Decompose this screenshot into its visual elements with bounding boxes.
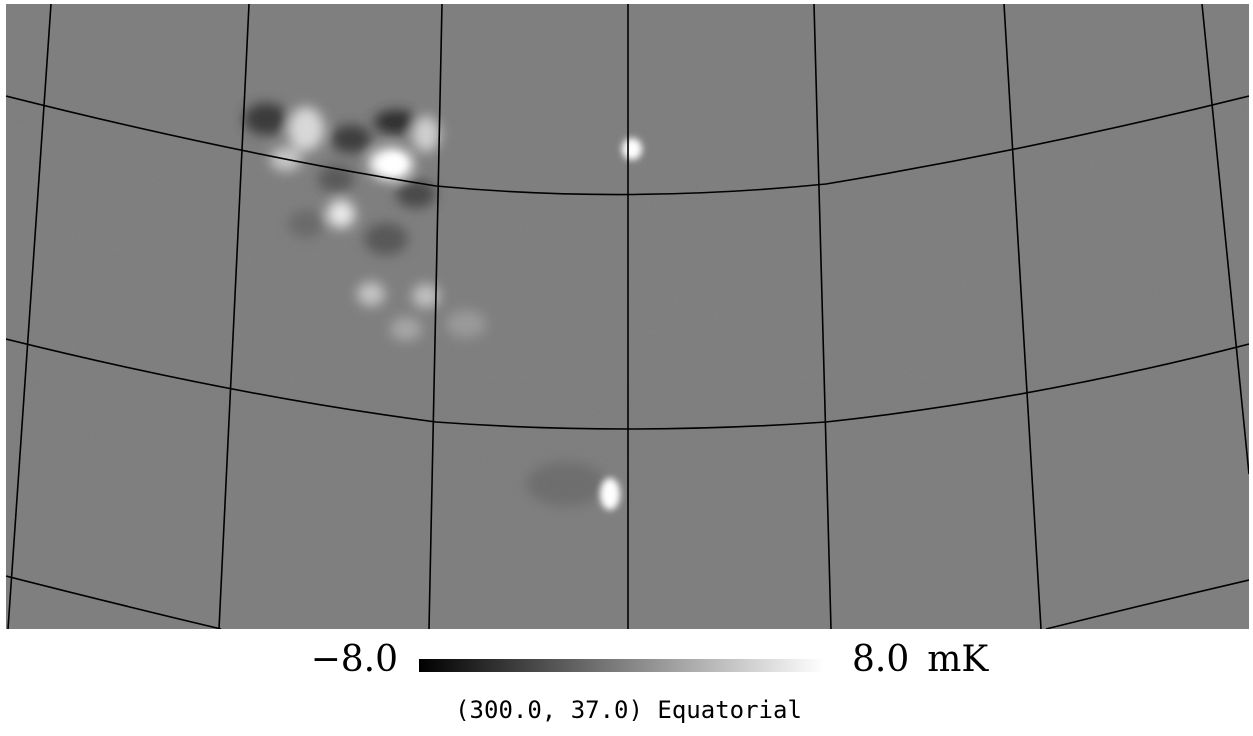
parallel-line	[6, 575, 222, 629]
projection-caption: (300.0, 37.0) Equatorial	[455, 696, 802, 724]
colorbar-max-value: 8.0	[852, 639, 910, 680]
meridian-line	[218, 4, 250, 629]
meridian-line	[428, 4, 443, 629]
colorbar-unit: mK	[927, 639, 989, 680]
meridian-line	[1201, 4, 1249, 475]
meridian-line	[7, 4, 52, 629]
meridian-line	[1003, 4, 1042, 629]
sky-map	[6, 4, 1249, 629]
colorbar	[419, 659, 824, 672]
colorbar-max-label: 8.0 mK	[852, 638, 988, 682]
parallel-line	[1045, 579, 1249, 629]
meridian-line	[813, 4, 832, 629]
graticule	[6, 4, 1249, 629]
colorbar-min-label: −8.0	[310, 639, 398, 680]
colorbar-row: −8.0 8.0 mK	[0, 636, 1253, 686]
emission-structures	[244, 103, 642, 510]
sky-map-svg	[6, 4, 1249, 629]
